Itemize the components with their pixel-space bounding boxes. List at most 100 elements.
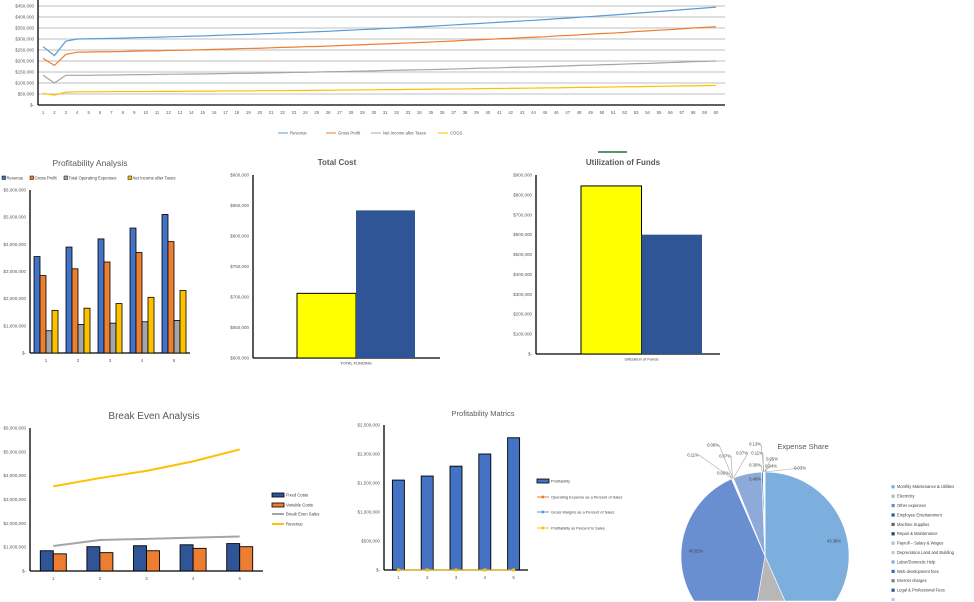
legend-label: Other expenses	[897, 503, 926, 508]
legend-label: Employee Entertainment	[897, 512, 943, 517]
legend-label: Revenue	[7, 176, 24, 181]
bar-revenue	[33, 256, 41, 354]
x-tick-label: 13	[178, 110, 183, 115]
bar-blue	[641, 234, 702, 354]
x-tick-label: 3	[145, 576, 148, 581]
bar-total-operating-expenses	[77, 324, 85, 354]
legend-label: Repair & Maintenance	[897, 531, 938, 536]
chart-title: Total Cost	[318, 158, 357, 167]
bar-net-income-after-taxes	[83, 307, 91, 354]
legend-label: Labor/Domestic Help	[897, 559, 936, 564]
x-tick-label: 57	[679, 110, 684, 115]
legend-label: Variable Costs	[286, 503, 313, 508]
bar-variable-costs	[99, 552, 114, 572]
x-tick-label: 5	[238, 576, 241, 581]
total-cost-chart: Total Cost $600,000 $650,000 $700,000 $750,0…	[230, 158, 440, 366]
profitability-matrics-chart: Profitability Matrics $- $500,000 $1,000,00…	[357, 409, 622, 580]
x-tick-label: 5	[87, 110, 90, 115]
bar-net-income-after-taxes	[51, 309, 59, 354]
line-marker	[396, 568, 400, 572]
y-tick-label: $700,000	[230, 295, 249, 300]
x-tick-label: 46	[554, 110, 559, 115]
bar-yellow	[296, 292, 357, 359]
legend-marker	[541, 495, 545, 499]
y-tick-label: $50,000	[18, 92, 35, 97]
x-tick-label: 26	[326, 110, 331, 115]
bar-fixed-costs	[39, 550, 54, 572]
bar-net-income-after-taxes	[179, 290, 187, 354]
legend-swatch	[536, 478, 550, 484]
legend-label: Machine Supplies	[897, 522, 929, 527]
x-tick-label: 1	[42, 110, 45, 115]
y-tick-label: $500,000	[361, 539, 380, 544]
x-tick-label: 40	[486, 110, 491, 115]
bar-profitability	[478, 453, 492, 571]
y-tick-label: $250,000	[15, 48, 34, 53]
x-tick-label: 4	[141, 358, 144, 363]
x-tick-label: 4	[484, 575, 487, 580]
x-tick-label: 43	[520, 110, 525, 115]
pie-slice	[680, 478, 766, 602]
legend-label: Payroll – Salary & Wages	[897, 541, 943, 546]
bar-gross-profit	[135, 252, 143, 354]
data-label: 0.04%	[765, 464, 777, 469]
legend-swatch	[127, 175, 132, 180]
x-tick-label: 7	[110, 110, 113, 115]
y-tick-label: $-	[528, 352, 533, 357]
data-label: 43.38%	[827, 539, 841, 544]
legend-label: Revenue	[286, 522, 303, 527]
y-tick-label: $450,000	[15, 4, 34, 9]
x-tick-label: 3	[455, 575, 458, 580]
y-tick-label: $1,000,000	[3, 323, 26, 328]
pie-slice	[732, 471, 766, 557]
bar-gross-profit	[167, 241, 175, 354]
bar-variable-costs	[52, 553, 67, 572]
x-tick-label: 5	[173, 358, 176, 363]
bar-fixed-costs	[133, 545, 147, 572]
x-tick-label: 24	[303, 110, 308, 115]
x-tick-label: 25	[314, 110, 319, 115]
series-line-gross-profit	[42, 26, 717, 67]
legend-swatch	[891, 485, 895, 489]
x-tick-label: 10	[143, 110, 148, 115]
y-tick-label: $1,500,000	[357, 481, 380, 486]
x-tick-label: Utilization of Funds	[624, 357, 658, 362]
bar-revenue	[65, 246, 73, 354]
data-label: 0.07%	[719, 454, 731, 459]
y-tick-label: $200,000	[15, 59, 34, 64]
y-tick-label: $650,000	[230, 325, 249, 330]
data-label: 0.30%	[749, 463, 761, 468]
bar-fixed-costs	[226, 543, 241, 572]
leader-line	[698, 454, 733, 479]
chart-title: Utilization of Funds	[586, 158, 661, 167]
legend-swatch	[891, 598, 895, 601]
data-label: 0.08%	[717, 471, 729, 476]
y-tick-label: $6,000,000	[3, 426, 26, 431]
legend-label: Net Income after Taxes	[383, 131, 426, 136]
y-tick-label: $6,000,000	[3, 188, 26, 193]
bar-fixed-costs	[86, 546, 101, 572]
bar-profitability	[420, 475, 434, 571]
profitability-analysis-chart: Profitability Analysis Revenue Gross Profi…	[1, 158, 190, 363]
x-tick-label: 39	[474, 110, 479, 115]
data-label: 0.03%	[794, 466, 806, 471]
y-tick-label: $2,000,000	[357, 452, 380, 457]
bar-total-operating-expenses	[109, 322, 117, 354]
bar-profitability	[507, 437, 521, 571]
legend-swatch	[891, 532, 895, 536]
y-tick-label: $5,000,000	[3, 449, 26, 454]
x-tick-label: 20	[257, 110, 262, 115]
x-tick-label: 3	[65, 110, 68, 115]
y-tick-label: $600,000	[513, 232, 532, 237]
y-tick-label: $1,000,000	[357, 510, 380, 515]
legend-swatch	[29, 175, 34, 180]
x-tick-label: 49	[588, 110, 593, 115]
x-tick-label: 54	[645, 110, 650, 115]
legend-label: Revenue	[290, 131, 307, 136]
y-tick-label: $900,000	[230, 173, 249, 178]
y-tick-label: $2,000,000	[3, 296, 26, 301]
bar-profitability	[449, 465, 463, 571]
y-tick-label: $900,000	[513, 173, 532, 178]
legend-label: Profitability	[551, 479, 570, 484]
